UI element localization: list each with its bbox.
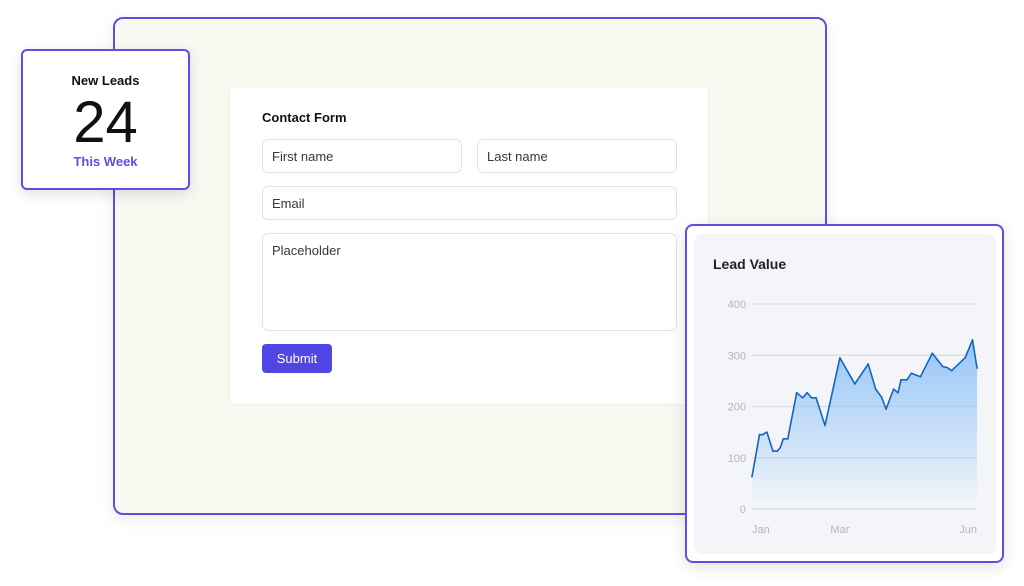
- data-point: [941, 365, 944, 368]
- data-point: [880, 396, 883, 399]
- data-point: [950, 369, 953, 372]
- data-point: [776, 450, 779, 452]
- x-tick-label: Jun: [959, 524, 977, 536]
- chart-panel: Lead Value 0 100 200 300 400 Jan Mar Jun: [694, 234, 996, 554]
- data-point: [782, 437, 785, 440]
- data-point: [900, 379, 902, 381]
- data-point: [854, 383, 856, 385]
- data-point: [824, 424, 826, 427]
- data-point: [786, 437, 789, 440]
- data-point: [772, 450, 774, 452]
- y-tick-label: 100: [728, 453, 746, 465]
- last-name-input[interactable]: [477, 139, 677, 173]
- data-point: [806, 391, 808, 394]
- stat-value: 24: [73, 90, 138, 155]
- y-tick-label: 0: [740, 504, 746, 516]
- message-textarea[interactable]: [262, 233, 677, 331]
- data-point: [910, 372, 913, 374]
- data-point: [946, 366, 948, 369]
- y-tick-label: 300: [728, 350, 746, 362]
- data-point: [751, 475, 753, 478]
- submit-button[interactable]: Submit: [262, 344, 332, 373]
- lead-value-card: Lead Value 0 100 200 300 400 Jan Mar Jun: [685, 224, 1004, 563]
- data-point: [971, 339, 974, 341]
- data-point: [758, 433, 761, 436]
- data-point: [839, 357, 841, 359]
- data-point: [766, 431, 768, 433]
- data-point: [919, 375, 922, 378]
- data-point: [795, 391, 798, 394]
- data-point: [810, 396, 813, 399]
- data-point: [885, 408, 887, 410]
- stat-period: This Week: [73, 154, 138, 169]
- email-input[interactable]: [262, 186, 677, 220]
- data-point: [892, 388, 895, 390]
- data-point: [874, 388, 877, 390]
- chart-title: Lead Value: [713, 256, 787, 272]
- stat-label: New Leads: [71, 73, 140, 88]
- series-line: [751, 339, 978, 477]
- data-point: [801, 396, 804, 399]
- x-tick-label: Jan: [752, 524, 770, 536]
- data-point: [976, 367, 978, 369]
- new-leads-card: New Leads 24 This Week: [21, 49, 190, 190]
- area-fill: [752, 339, 977, 509]
- form-title: Contact Form: [262, 110, 347, 125]
- data-point: [964, 357, 966, 359]
- data-point: [761, 433, 764, 436]
- x-tick-label: Mar: [830, 524, 849, 536]
- data-point: [779, 446, 782, 449]
- data-point: [867, 363, 870, 365]
- y-tick-label: 200: [728, 402, 746, 414]
- data-point: [931, 352, 934, 354]
- data-point: [815, 396, 817, 399]
- data-point: [906, 379, 908, 381]
- data-point: [897, 391, 899, 394]
- first-name-input[interactable]: [262, 139, 462, 173]
- y-tick-label: 400: [728, 299, 746, 311]
- contact-form-card: Contact Form Submit: [230, 88, 708, 404]
- lead-value-chart: 0 100 200 300 400 Jan Mar Jun: [728, 299, 978, 536]
